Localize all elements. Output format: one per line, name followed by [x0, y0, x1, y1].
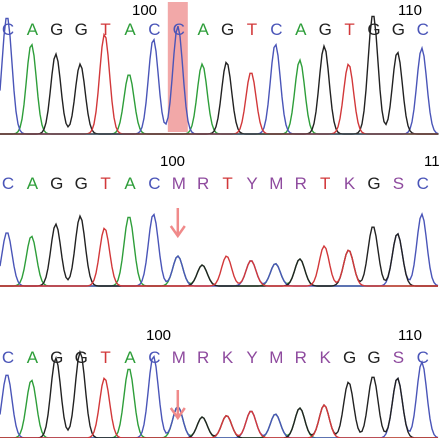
base-call: S — [392, 174, 405, 193]
base-call: G — [391, 20, 405, 39]
position-label-end: 11 — [424, 153, 439, 170]
base-call: G — [50, 20, 64, 39]
base-call: Y — [246, 348, 258, 367]
trace-T — [0, 227, 438, 287]
base-call: C — [270, 20, 283, 39]
base-call: C — [172, 20, 185, 39]
position-label-start: 100 — [146, 327, 172, 344]
base-call: S — [392, 348, 405, 367]
base-call: T — [100, 20, 111, 39]
base-call: G — [74, 20, 88, 39]
base-call: M — [171, 348, 186, 367]
base-call: R — [197, 348, 210, 367]
base-call: C — [416, 174, 429, 193]
base-call: R — [197, 174, 210, 193]
base-call: R — [294, 348, 307, 367]
trace-lines-2 — [0, 212, 439, 287]
base-call: M — [269, 348, 284, 367]
base-call: G — [367, 348, 381, 367]
base-call: A — [124, 174, 136, 193]
base-call: T — [319, 174, 331, 193]
base-call: M — [171, 174, 186, 193]
base-call: C — [1, 348, 15, 367]
base-call: A — [26, 20, 39, 39]
base-call: K — [221, 348, 234, 367]
arrow-head — [169, 225, 186, 239]
base-call: K — [319, 348, 331, 367]
position-label-end: 110 — [398, 327, 422, 344]
base-call: A — [197, 20, 209, 39]
arrow-head — [169, 407, 186, 421]
base-call: K — [343, 174, 356, 193]
mutation-arrow — [169, 208, 186, 239]
base-call: C — [148, 20, 161, 39]
base-call: R — [294, 174, 307, 193]
base-call: G — [74, 348, 88, 367]
base-call: T — [222, 174, 233, 193]
base-call: C — [148, 348, 161, 367]
base-call: T — [100, 174, 111, 193]
base-call: M — [269, 174, 284, 193]
trace-area-3 — [0, 349, 439, 438]
trace-area-2 — [0, 208, 439, 287]
base-call: T — [246, 20, 258, 39]
mutation-arrow — [169, 390, 186, 421]
base-call: A — [124, 20, 136, 39]
base-call: T — [344, 20, 355, 39]
base-call: C — [1, 20, 15, 39]
base-call: C — [416, 20, 429, 39]
base-call: C — [416, 348, 429, 367]
trace-T — [0, 377, 438, 438]
trace-lines-3 — [0, 349, 439, 438]
base-call: A — [26, 348, 39, 367]
base-call: C — [1, 174, 15, 193]
base-call: A — [295, 20, 307, 39]
base-call: Y — [246, 174, 258, 193]
base-call: G — [367, 174, 381, 193]
position-label-start: 100 — [132, 2, 158, 19]
position-label-end: 110 — [398, 2, 422, 19]
trace-G — [0, 214, 438, 287]
trace-G — [0, 15, 438, 135]
base-call: G — [318, 20, 332, 39]
base-call: A — [124, 348, 136, 367]
base-call: T — [100, 348, 111, 367]
trace-area-1 — [0, 2, 439, 135]
base-call: G — [220, 20, 235, 39]
base-call: G — [367, 20, 381, 39]
base-call: G — [50, 348, 64, 367]
base-call: G — [74, 174, 88, 193]
base-call: C — [148, 174, 161, 193]
base-call: A — [26, 174, 39, 193]
position-label-start: 100 — [160, 153, 186, 170]
base-call: G — [342, 348, 357, 367]
highlight-band — [167, 2, 188, 132]
base-call: G — [50, 174, 64, 193]
